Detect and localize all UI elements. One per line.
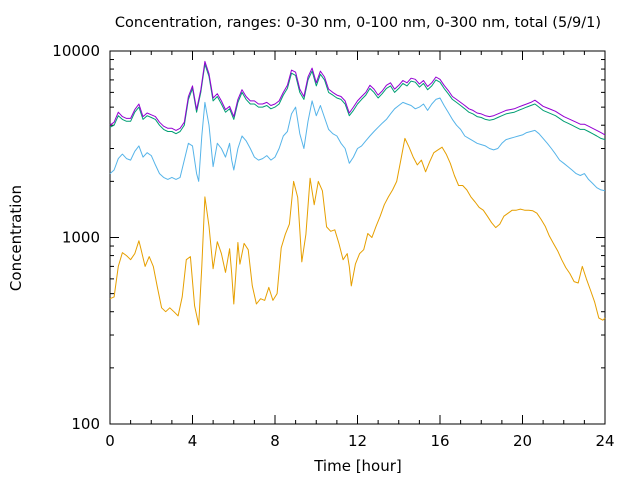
x-tick-label: 24 (595, 432, 614, 450)
x-tick-label: 4 (188, 432, 198, 450)
series-line-1 (109, 137, 606, 326)
y-axis-label: Concentration (7, 185, 25, 291)
series-line-4 (109, 60, 606, 136)
x-axis-label: Time [hour] (313, 457, 402, 475)
x-tick-label: 0 (105, 432, 115, 450)
x-tick-label: 16 (430, 432, 449, 450)
y-tick-label: 1000 (62, 229, 100, 247)
series-line-2 (109, 97, 606, 192)
x-tick-label: 8 (270, 432, 280, 450)
axis-ticks: 0 4 8 12 16 20 24 100 1000 10000 (52, 42, 614, 450)
x-tick-label: 12 (348, 432, 367, 450)
y-tick-label: 100 (71, 415, 100, 433)
x-tick-label: 20 (513, 432, 532, 450)
series-layer (109, 60, 606, 326)
chart-title: Concentration, ranges: 0-30 nm, 0-100 nm… (115, 15, 601, 31)
plot-frame (109, 50, 606, 425)
y-tick-label: 10000 (52, 42, 100, 60)
